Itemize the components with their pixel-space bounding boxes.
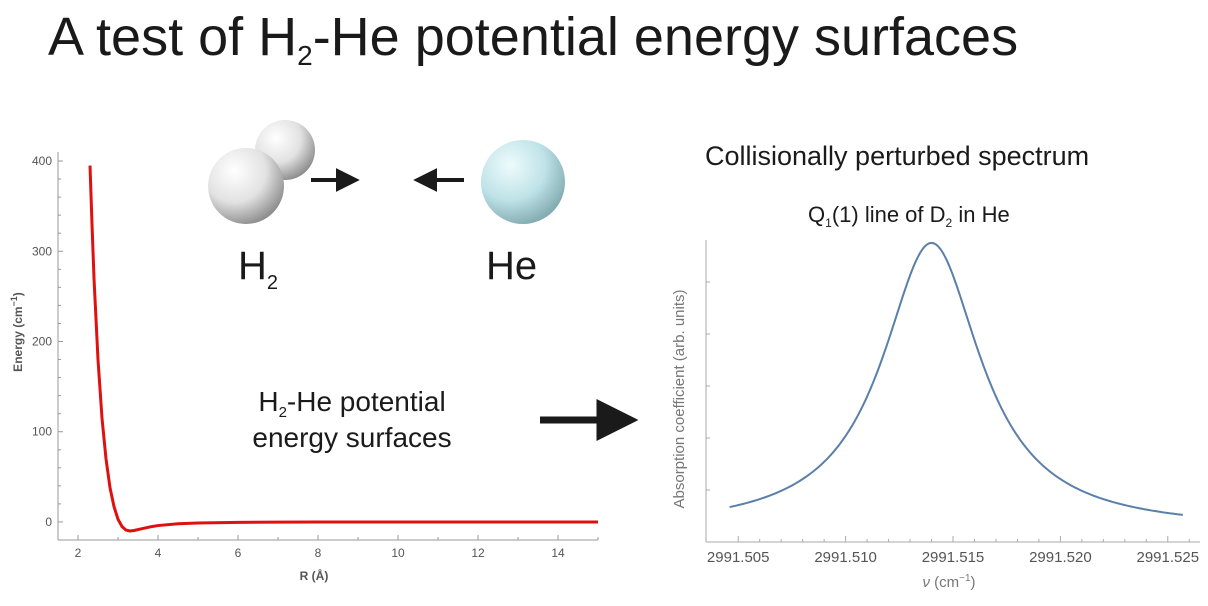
he-label: He	[486, 244, 538, 288]
title-subscript: 2	[297, 40, 313, 71]
h2-label: H2	[238, 244, 279, 294]
title-text-end: -He potential energy surfaces	[312, 7, 1019, 67]
pes-line1: H2-He potential	[258, 386, 446, 421]
energy-curve	[88, 165, 598, 533]
y-tick-label: 400	[32, 154, 52, 168]
y-axis-title: Absorption coefficient (arb. units)	[671, 289, 688, 508]
x-tick-label: 4	[155, 546, 162, 560]
h-atom-front	[208, 148, 284, 224]
pes-line2: energy surfaces	[252, 422, 452, 453]
y-axis-title: Energy (cm−1)	[9, 292, 25, 372]
x-axis-title: ν (cm−1)	[922, 573, 975, 591]
x-tick-label: 2991.520	[1029, 549, 1092, 566]
he-atom	[481, 140, 565, 224]
pes-description: H2-He potential energy surfaces	[222, 384, 482, 456]
x-tick-label: 2991.505	[707, 549, 770, 566]
x-axis-title: R (Å)	[300, 568, 329, 583]
x-tick-label: 10	[391, 546, 405, 560]
x-tick-label: 2991.515	[922, 549, 985, 566]
absorption-profile	[729, 241, 1183, 516]
spectrum-heading: Collisionally perturbed spectrum	[705, 141, 1090, 171]
y-tick-label: 100	[32, 425, 52, 439]
line-heading: Q1(1) line of D2 in He	[808, 202, 1010, 230]
y-tick-label: 300	[32, 244, 52, 258]
y-tick-label: 200	[32, 334, 52, 348]
x-tick-label: 2991.510	[814, 549, 877, 566]
x-tick-label: 2	[75, 546, 82, 560]
x-tick-label: 6	[235, 546, 242, 560]
x-tick-label: 14	[551, 546, 565, 560]
x-tick-label: 12	[471, 546, 485, 560]
x-tick-label: 8	[315, 546, 322, 560]
slide-title: A test of H2-He potential energy surface…	[48, 6, 1019, 71]
x-tick-label: 2991.525	[1136, 549, 1199, 566]
title-text: A test of H	[48, 7, 298, 67]
y-tick-label: 0	[45, 515, 52, 529]
